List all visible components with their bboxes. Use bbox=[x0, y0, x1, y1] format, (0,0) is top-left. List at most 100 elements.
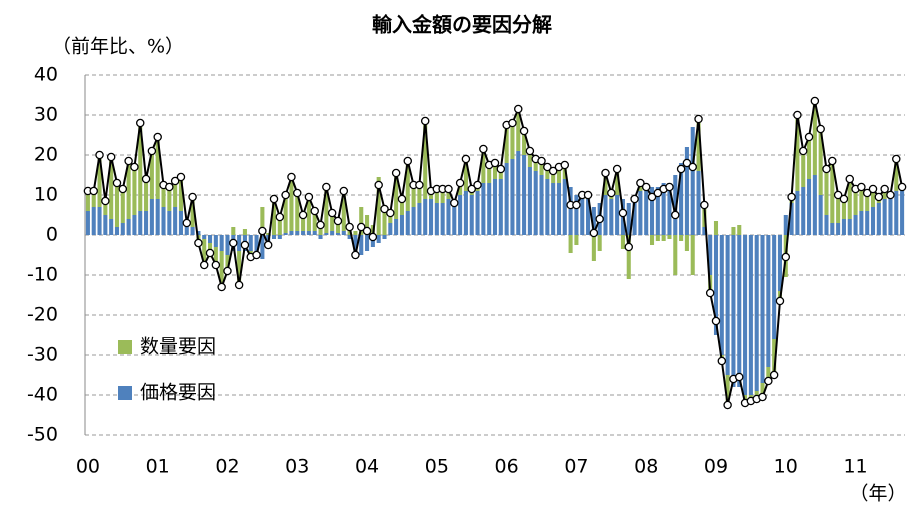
bar bbox=[353, 235, 358, 259]
bar bbox=[103, 201, 108, 215]
bar bbox=[533, 159, 538, 171]
bar bbox=[836, 195, 841, 223]
bar bbox=[196, 231, 201, 235]
y-tick-label: -40 bbox=[27, 384, 58, 406]
bar bbox=[248, 235, 253, 251]
bar bbox=[283, 233, 288, 235]
bar bbox=[870, 207, 876, 235]
legend-label: 価格要因 bbox=[140, 382, 216, 404]
bar bbox=[423, 199, 428, 235]
bar bbox=[586, 199, 591, 235]
total-marker bbox=[833, 190, 843, 200]
bar bbox=[522, 155, 527, 235]
bar bbox=[632, 199, 637, 235]
bar bbox=[318, 235, 323, 239]
total-marker bbox=[217, 282, 226, 292]
bar bbox=[306, 231, 311, 235]
bar bbox=[702, 227, 707, 235]
bar bbox=[574, 235, 579, 245]
bar bbox=[114, 227, 120, 235]
total-marker bbox=[537, 156, 546, 166]
bar bbox=[801, 151, 806, 187]
bar bbox=[830, 161, 835, 223]
bar bbox=[568, 187, 573, 235]
bar bbox=[405, 211, 410, 235]
legend-label: 数量要因 bbox=[140, 336, 216, 358]
bar bbox=[649, 187, 655, 235]
bar bbox=[475, 191, 480, 235]
total-marker bbox=[205, 248, 215, 258]
total-marker bbox=[153, 132, 162, 142]
total-marker bbox=[514, 104, 523, 114]
total-marker bbox=[124, 156, 133, 166]
bar bbox=[766, 367, 771, 381]
total-marker bbox=[886, 190, 895, 200]
bar bbox=[527, 167, 532, 235]
bar bbox=[882, 189, 887, 199]
total-marker bbox=[612, 164, 622, 174]
bar bbox=[167, 211, 172, 235]
total-marker bbox=[874, 192, 884, 202]
bar bbox=[737, 235, 742, 387]
bar bbox=[719, 235, 724, 355]
total-marker bbox=[647, 192, 657, 202]
bar bbox=[545, 167, 550, 179]
y-tick-label: -20 bbox=[27, 304, 58, 326]
bar bbox=[335, 233, 341, 235]
bar bbox=[533, 171, 538, 235]
total-marker bbox=[461, 154, 471, 164]
bar bbox=[510, 123, 515, 159]
bar bbox=[888, 195, 893, 235]
total-marker bbox=[170, 176, 180, 186]
total-marker bbox=[415, 180, 424, 190]
bar bbox=[237, 235, 242, 251]
total-marker bbox=[269, 194, 279, 204]
total-marker bbox=[723, 400, 732, 410]
y-tick-label: 0 bbox=[46, 224, 58, 246]
total-marker bbox=[304, 192, 314, 202]
bar bbox=[510, 159, 515, 235]
bar bbox=[696, 171, 701, 235]
total-marker bbox=[624, 242, 634, 252]
bar bbox=[527, 151, 532, 167]
bar bbox=[132, 215, 137, 235]
bar bbox=[289, 231, 294, 235]
bar bbox=[853, 215, 858, 235]
bar bbox=[789, 203, 794, 235]
total-marker bbox=[508, 118, 517, 128]
total-marker bbox=[391, 168, 401, 178]
bar bbox=[754, 235, 759, 391]
bar bbox=[597, 235, 602, 251]
x-tick-label: 05 bbox=[425, 456, 449, 478]
bar bbox=[446, 189, 451, 199]
bar bbox=[155, 137, 160, 199]
x-tick-label: 01 bbox=[146, 456, 170, 478]
bar bbox=[213, 235, 218, 247]
bar bbox=[359, 235, 364, 255]
total-marker bbox=[705, 288, 715, 298]
bar bbox=[324, 187, 329, 233]
total-marker bbox=[199, 260, 209, 270]
bar bbox=[836, 223, 841, 235]
bar bbox=[865, 211, 870, 235]
bar bbox=[487, 183, 492, 235]
bar bbox=[359, 207, 364, 235]
total-marker bbox=[548, 166, 558, 176]
total-marker bbox=[287, 172, 296, 182]
total-marker bbox=[793, 110, 802, 120]
x-tick-label: 06 bbox=[495, 456, 519, 478]
total-marker bbox=[165, 182, 174, 192]
bar bbox=[184, 223, 189, 235]
bar bbox=[388, 213, 393, 223]
bar bbox=[126, 161, 131, 219]
bar bbox=[667, 235, 672, 239]
total-marker bbox=[543, 162, 552, 172]
bar bbox=[807, 179, 812, 235]
legend-swatch bbox=[118, 340, 132, 354]
bar bbox=[841, 199, 846, 219]
bar bbox=[777, 235, 782, 291]
bar bbox=[655, 187, 660, 235]
bar bbox=[91, 191, 96, 207]
bar bbox=[428, 199, 434, 235]
